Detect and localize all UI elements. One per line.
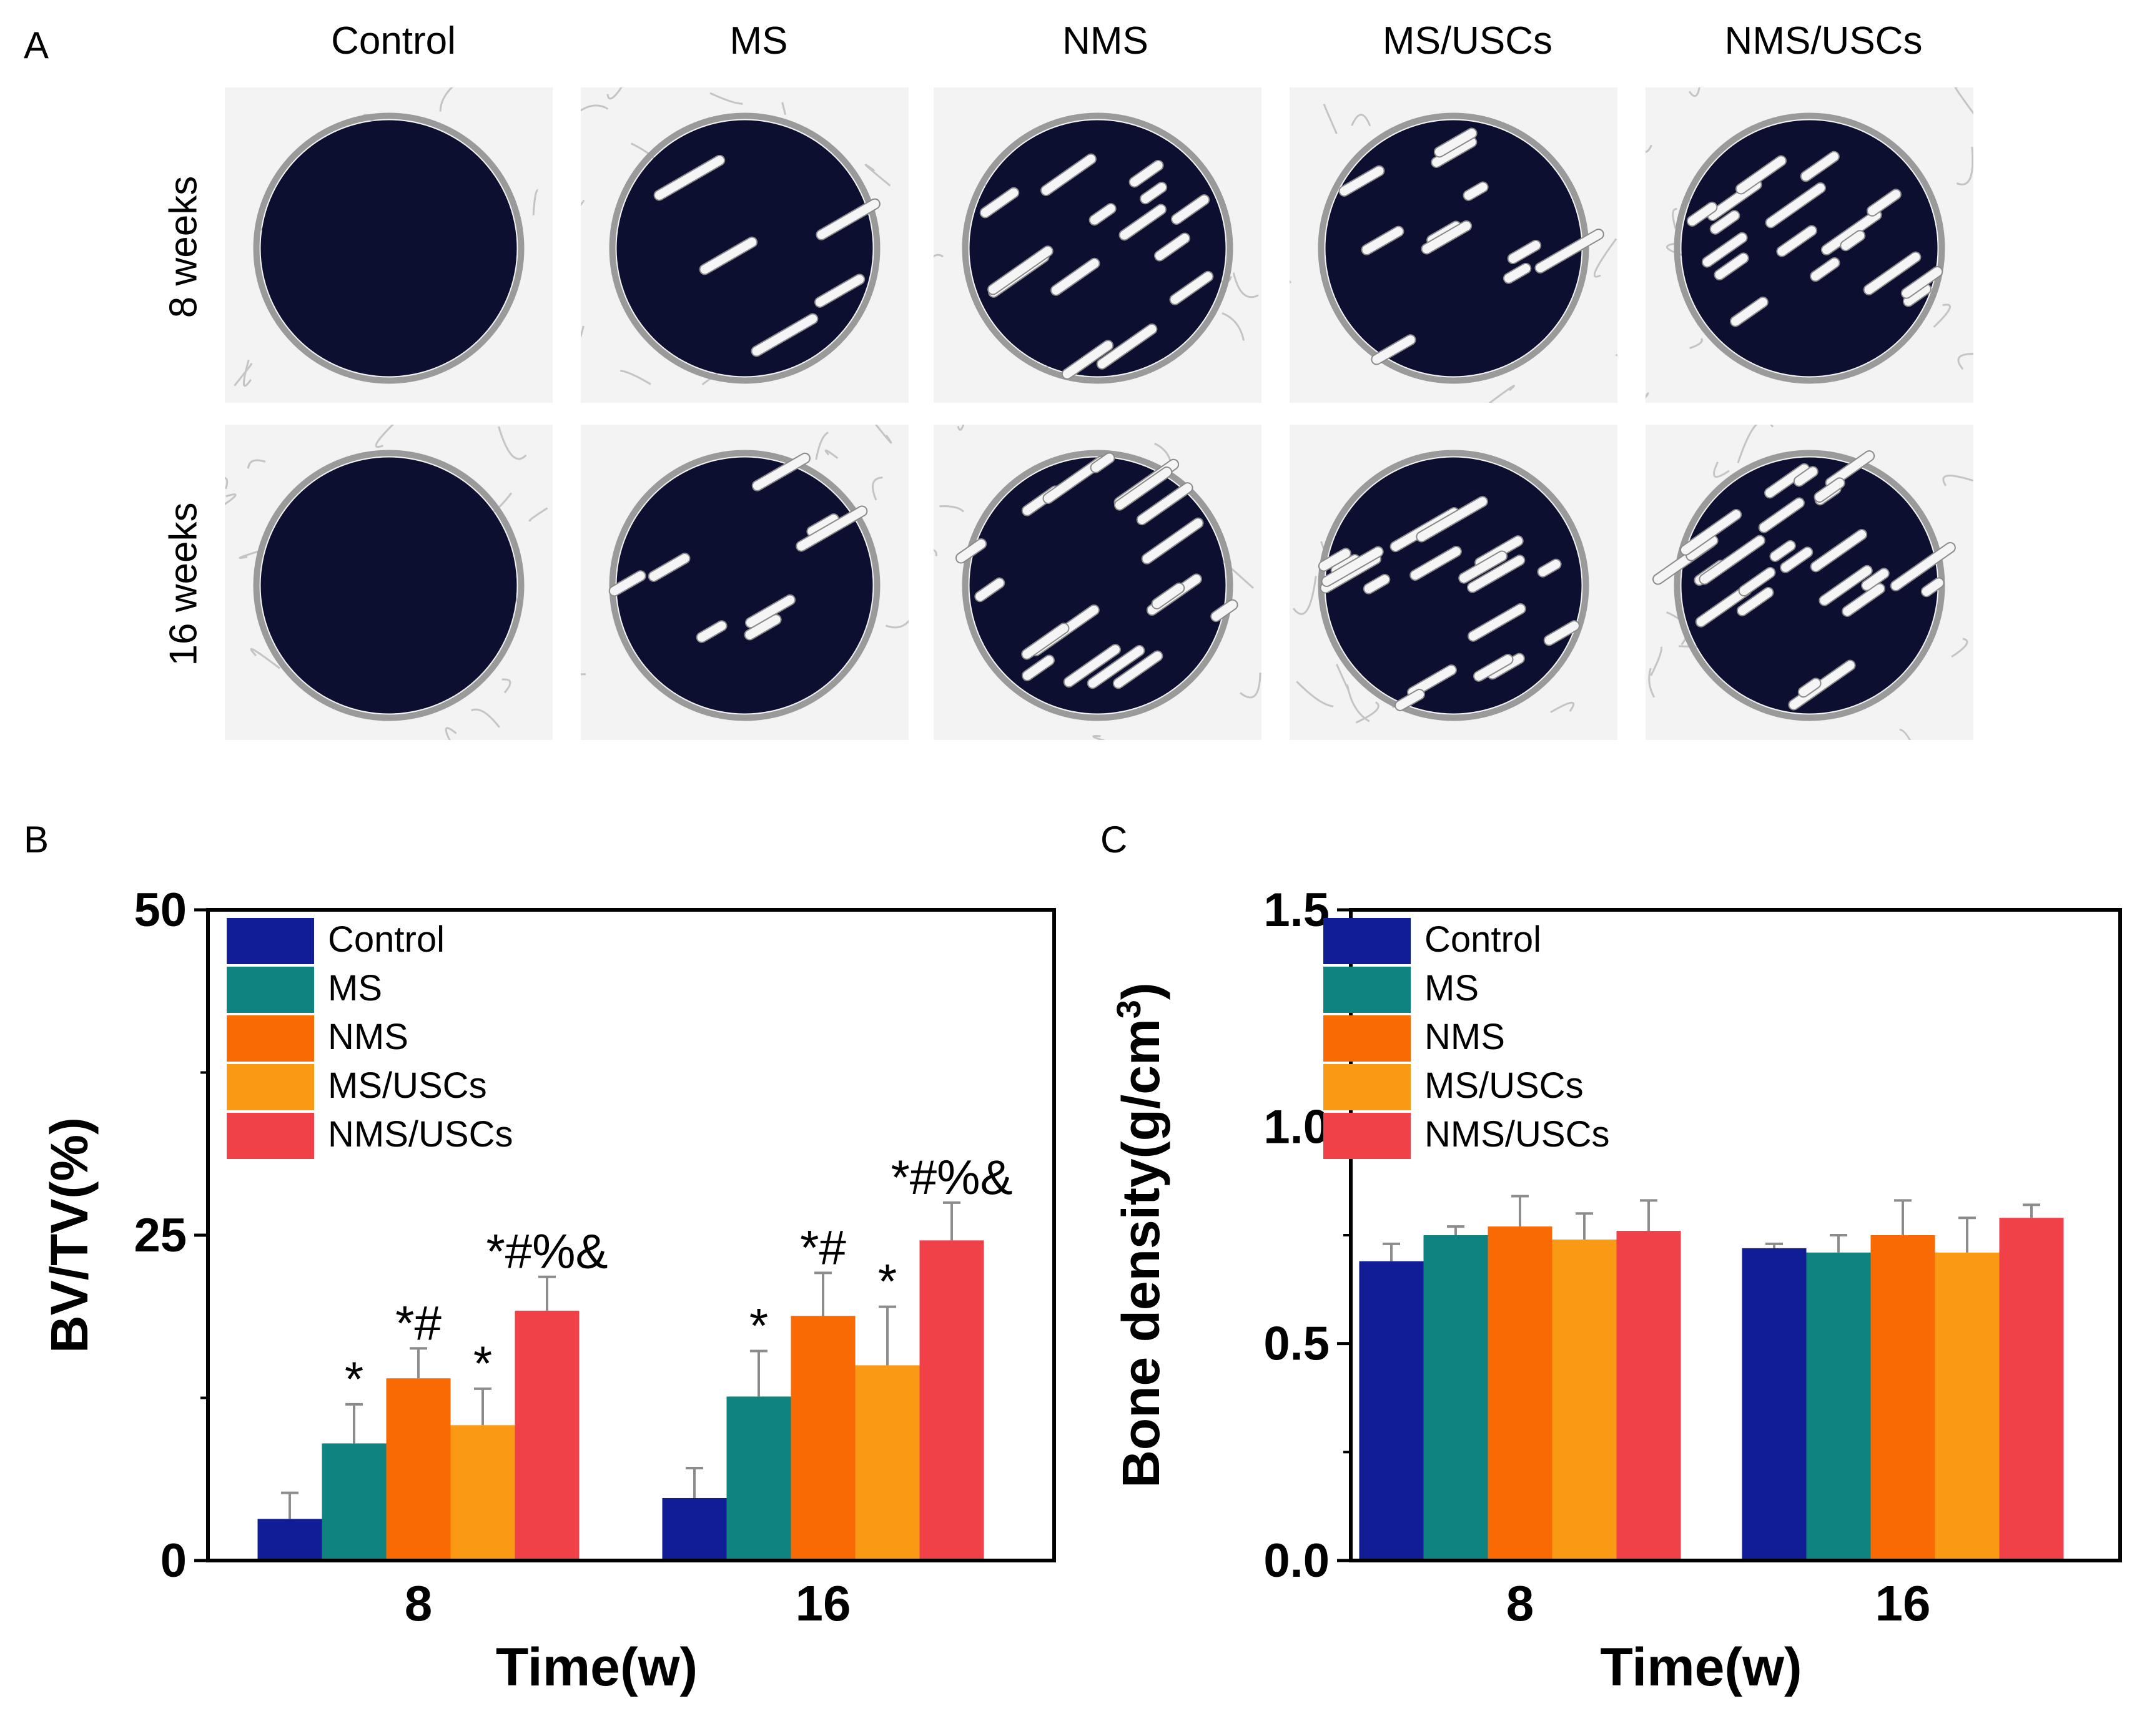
legend-label: MS: [1424, 968, 1479, 1009]
significance-label: *: [473, 1336, 492, 1391]
bar: [1806, 1252, 1871, 1561]
bar: [1742, 1248, 1807, 1561]
bar: [515, 1310, 580, 1561]
bar: [1552, 1239, 1617, 1561]
bone-density-bar-chart: 0.0 0.5 1.0 1.5 8 16 Time(w) Bone density(g/cm3…: [1110, 884, 2122, 1697]
ct-image: [934, 87, 1261, 403]
bar: [1999, 1218, 2064, 1561]
y-tick-label: 0.5: [1263, 1318, 1330, 1371]
legend-swatch: [1323, 918, 1411, 964]
y-tick-label: 0.0: [1263, 1534, 1330, 1587]
bar: [450, 1425, 515, 1561]
row-label-8-weeks: 8 weeks: [162, 175, 205, 318]
col-label-ms: MS: [729, 19, 788, 62]
legend-label: MS: [328, 968, 382, 1009]
bar: [1488, 1226, 1552, 1561]
x-axis-label: Time(w): [1600, 1637, 1802, 1697]
y-tick-label: 0: [160, 1534, 187, 1587]
legend-swatch: [227, 1064, 314, 1110]
significance-label: *: [749, 1298, 768, 1353]
bar: [662, 1497, 727, 1561]
legend-label: NMS/USCs: [1424, 1114, 1609, 1155]
significance-label: *: [345, 1351, 363, 1406]
legend-swatch: [1323, 1064, 1411, 1110]
bar: [791, 1316, 856, 1561]
legend-label: NMS: [328, 1017, 408, 1057]
legend-swatch: [227, 967, 314, 1013]
col-label-ms-uscs: MS/USCs: [1382, 19, 1553, 62]
bar: [1423, 1235, 1488, 1561]
bvtv-bar-chart: * * *# *# * * *#%& *#%& 0 25 50 8 16 Time(w) BV/TV(%) C…: [40, 884, 1056, 1697]
legend-swatch: [1323, 1015, 1411, 1062]
significance-label: *#%&: [486, 1224, 608, 1279]
ct-image: [225, 425, 553, 740]
bar: [257, 1519, 322, 1561]
legend-label: MS/USCs: [328, 1065, 487, 1106]
y-tick-label: 1.5: [1263, 884, 1330, 937]
significance-label: *: [878, 1254, 897, 1309]
x-tick-label: 8: [1506, 1576, 1534, 1631]
legend-label: NMS/USCs: [328, 1114, 513, 1155]
significance-label: *#: [800, 1220, 846, 1275]
legend-swatch: [227, 918, 314, 964]
bar: [1616, 1231, 1681, 1561]
bar: [726, 1396, 791, 1561]
ct-image: [1646, 425, 1973, 740]
ct-image: [225, 87, 553, 403]
panel-a-label: A: [24, 24, 49, 66]
col-label-nms-uscs: NMS/USCs: [1724, 19, 1923, 62]
bar: [855, 1365, 920, 1561]
ct-image: [1290, 425, 1617, 740]
significance-label: *#%&: [891, 1150, 1012, 1205]
legend-swatch: [227, 1113, 314, 1159]
bar: [1359, 1261, 1424, 1561]
significance-label: *#: [395, 1295, 442, 1350]
y-tick-label: 25: [134, 1209, 187, 1262]
panel-b-label: B: [24, 819, 49, 861]
bar: [386, 1378, 451, 1561]
ct-image: [581, 87, 909, 403]
legend-swatch: [227, 1015, 314, 1062]
bar: [322, 1443, 387, 1561]
legend-label: Control: [1424, 919, 1541, 960]
ct-image: [581, 425, 909, 740]
ct-image: [1290, 87, 1617, 403]
ct-image: [934, 425, 1261, 740]
bar: [1935, 1252, 2000, 1561]
bar: [1870, 1235, 1935, 1561]
legend-label: Control: [328, 919, 445, 960]
x-tick-label: 16: [1875, 1576, 1931, 1631]
legend-label: NMS: [1424, 1017, 1505, 1057]
col-label-control: Control: [331, 19, 456, 62]
legend-label: MS/USCs: [1424, 1065, 1584, 1106]
y-axis-label: BV/TV(%): [40, 1117, 99, 1353]
y-tick-label: 1.0: [1263, 1100, 1330, 1153]
legend-swatch: [1323, 967, 1411, 1013]
legend-swatch: [1323, 1113, 1411, 1159]
y-tick-label: 50: [134, 884, 187, 937]
x-tick-label: 8: [405, 1576, 433, 1631]
y-axis-label: Bone density(g/cm3): [1110, 982, 1170, 1487]
col-label-nms: NMS: [1062, 19, 1148, 62]
x-tick-label: 16: [796, 1576, 851, 1631]
ct-image: [1646, 87, 1973, 403]
row-label-16-weeks: 16 weeks: [162, 502, 205, 666]
panel-c-label: C: [1100, 819, 1128, 861]
x-axis-label: Time(w): [496, 1637, 698, 1697]
bar: [919, 1240, 984, 1561]
